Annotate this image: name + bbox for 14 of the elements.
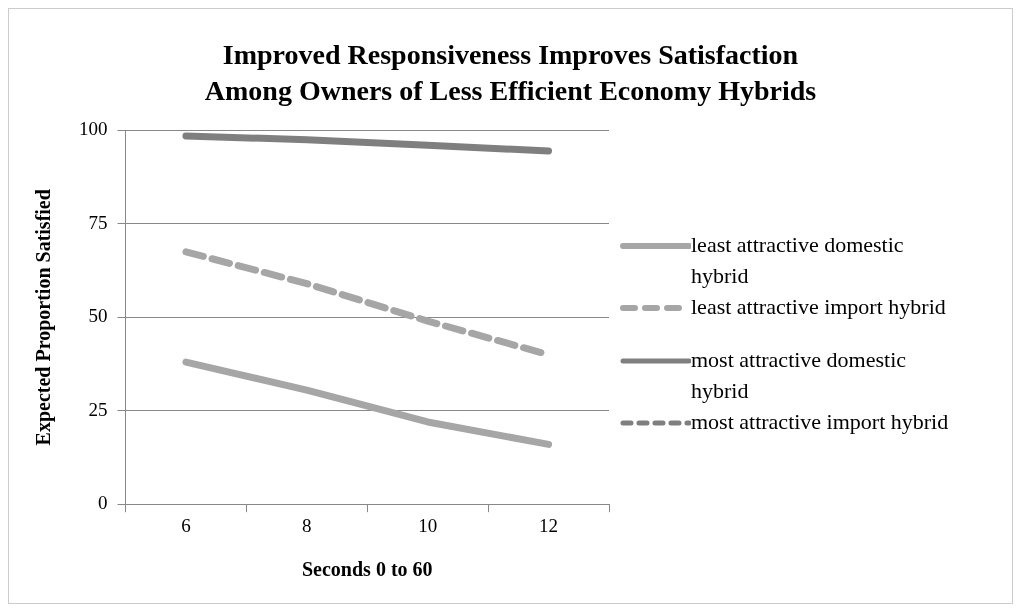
y-tick-label: 100 bbox=[79, 118, 108, 140]
y-tick-label: 0 bbox=[98, 492, 108, 514]
y-tick-label: 25 bbox=[88, 398, 108, 420]
x-tick-label: 10 bbox=[418, 514, 438, 536]
x-tick-label: 12 bbox=[539, 514, 559, 536]
y-tick-label: 50 bbox=[88, 305, 108, 327]
x-axis-title: Seconds 0 to 60 bbox=[301, 558, 433, 581]
y-tick-label: 75 bbox=[88, 211, 108, 233]
chart-title: Improved Responsiveness Improves Satisfaction Among Owners of Less Efficient Economy Hybrids bbox=[203, 38, 818, 108]
y-axis-title: Expected Proportion Satisfied bbox=[32, 189, 56, 446]
x-tick-label: 6 bbox=[181, 514, 191, 536]
legend-label: least attractive import hybrid bbox=[691, 293, 947, 321]
x-tick-label: 8 bbox=[302, 514, 312, 536]
legend-label: most attractive import hybrid bbox=[691, 408, 950, 436]
